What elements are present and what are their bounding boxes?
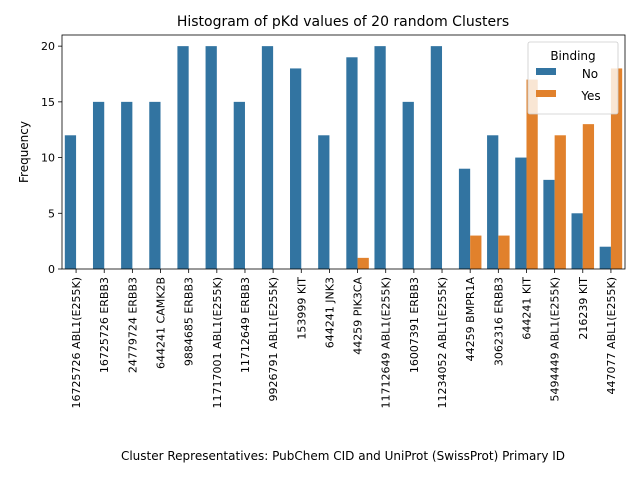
bar-no-16 [515,157,527,269]
bar-yes-16 [526,79,538,269]
bar-no-1 [92,101,105,269]
bar-no-3 [149,101,161,269]
x-tick-label: 16007391 ERBB3 [408,277,421,373]
y-tick-label: 15 [41,96,55,109]
bar-yes-17 [554,135,566,269]
x-tick-label: 9926791 ABL1(E255K) [267,277,280,401]
x-tick-label: 447077 ABL1(E255K) [605,277,618,394]
legend: Binding No Yes [527,41,619,115]
x-tick-label: 24779724 ERBB3 [126,277,139,373]
x-tick-label: 644241 JNK3 [323,277,336,348]
bar-no-5 [205,46,217,269]
x-tick-label: 5494449 ABL1(E255K) [549,277,562,401]
bar-no-6 [233,101,245,269]
y-tick-label: 10 [41,152,55,165]
x-tick-label: 11234052 ABL1(E255K) [436,277,449,408]
bars-layer [64,46,623,270]
bar-no-14 [458,168,471,269]
legend-swatch-yes [536,90,556,97]
x-tick-label: 44259 PIK3CA [352,277,365,355]
bar-no-11 [374,46,386,269]
bar-no-8 [290,68,302,270]
x-tick-label: 9884685 ERBB3 [183,277,196,366]
bar-no-13 [430,46,443,269]
y-tick-label: 0 [48,263,55,276]
bar-no-0 [64,135,77,269]
y-axis-label: Frequency [17,121,31,183]
x-tick-label: 44259 BMPR1A [464,277,477,362]
bar-no-10 [346,57,358,269]
bar-yes-19 [610,68,623,270]
x-tick-label: 16725726 ERBB3 [98,277,111,373]
bar-no-17 [543,179,555,269]
x-tick-label: 11712649 ERBB3 [239,277,252,373]
x-tick-label: 11712649 ABL1(E255K) [380,277,393,408]
bar-no-9 [318,135,330,269]
bar-yes-10 [357,257,369,269]
plot-frame [61,34,626,270]
chart-title: Histogram of pKd values of 20 random Clu… [177,14,509,30]
x-tick-label: 644241 KIT [520,277,533,340]
bar-no-18 [571,213,583,269]
bar-no-15 [487,135,499,269]
bar-no-2 [121,101,133,269]
bar-no-7 [261,46,274,269]
bar-no-19 [599,246,611,269]
bar-no-4 [177,46,189,269]
legend-label-yes: Yes [580,89,600,103]
legend-swatch-no [536,68,556,75]
y-axis: 0 5 10 15 20 [41,40,62,276]
y-tick-label: 20 [41,40,55,53]
bar-no-12 [402,101,414,269]
legend-label-no: No [582,67,598,81]
x-tick-label: 644241 CAMK2B [155,277,168,369]
x-axis-label: Cluster Representatives: PubChem CID and… [121,449,565,463]
x-axis: 16725726 ABL1(E255K) 16725726 ERBB3 247797… [70,269,618,408]
x-tick-label: 16725726 ABL1(E255K) [70,277,83,408]
x-tick-label: 216239 KIT [577,277,590,340]
x-tick-label: 153999 KIT [295,277,308,340]
x-tick-label: 3062316 ERBB3 [492,277,505,366]
x-tick-label: 11717001 ABL1(E255K) [211,277,224,408]
bar-yes-14 [470,235,482,269]
bar-yes-18 [582,124,595,269]
y-tick-label: 5 [48,207,55,220]
legend-title: Binding [550,49,595,63]
bar-yes-15 [498,235,510,269]
